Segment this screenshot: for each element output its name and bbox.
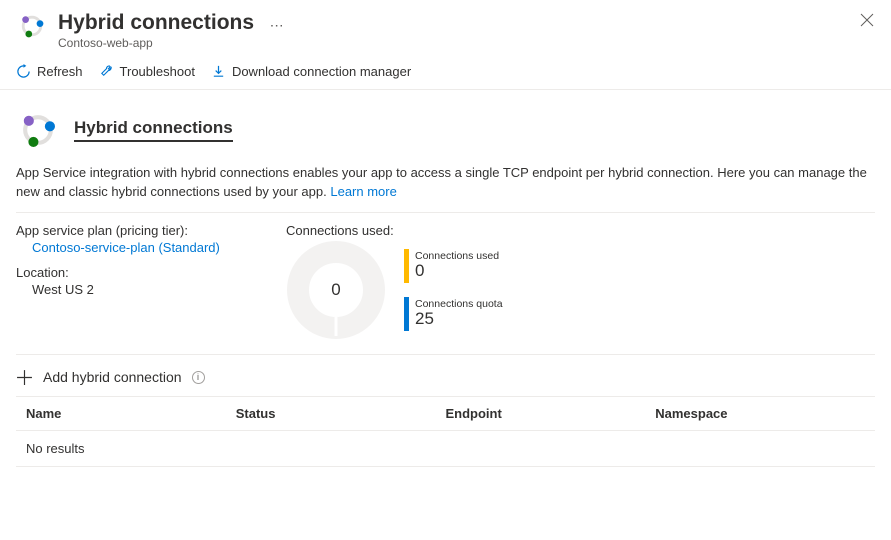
connections-table: Name Status Endpoint Namespace No result… <box>0 396 891 467</box>
refresh-button[interactable]: Refresh <box>16 64 83 79</box>
learn-more-link[interactable]: Learn more <box>330 184 396 199</box>
col-name[interactable]: Name <box>26 406 236 421</box>
plan-label: App service plan (pricing tier): <box>16 223 266 238</box>
connections-used-label: Connections used: <box>286 223 503 238</box>
download-icon <box>211 64 226 79</box>
section-description: App Service integration with hybrid conn… <box>0 160 891 212</box>
troubleshoot-button[interactable]: Troubleshoot <box>99 64 195 79</box>
close-button[interactable] <box>859 12 875 28</box>
hybrid-connections-icon <box>16 10 48 42</box>
donut-center-value: 0 <box>286 240 386 340</box>
no-results-text: No results <box>26 441 85 456</box>
connections-donut-chart: 0 <box>286 240 386 340</box>
description-text: App Service integration with hybrid conn… <box>16 165 867 199</box>
stat-quota-value: 25 <box>415 310 503 329</box>
stat-connections-used: Connections used 0 <box>404 249 503 283</box>
more-icon[interactable]: ⋯ <box>270 17 284 34</box>
section-header: Hybrid connections <box>0 90 891 160</box>
col-endpoint[interactable]: Endpoint <box>446 406 656 421</box>
plan-link[interactable]: Contoso-service-plan (Standard) <box>32 240 266 255</box>
plus-icon <box>16 369 33 386</box>
refresh-icon <box>16 64 31 79</box>
add-label: Add hybrid connection <box>43 369 182 385</box>
page-title: Hybrid connections <box>58 11 254 34</box>
stat-used-value: 0 <box>415 262 499 281</box>
section-title: Hybrid connections <box>74 118 233 142</box>
troubleshoot-label: Troubleshoot <box>120 64 195 79</box>
col-namespace[interactable]: Namespace <box>655 406 865 421</box>
stat-connections-quota: Connections quota 25 <box>404 297 503 331</box>
info-icon[interactable]: i <box>192 371 205 384</box>
refresh-label: Refresh <box>37 64 83 79</box>
col-status[interactable]: Status <box>236 406 446 421</box>
download-label: Download connection manager <box>232 64 411 79</box>
troubleshoot-icon <box>99 64 114 79</box>
location-value: West US 2 <box>32 282 266 297</box>
info-area: App service plan (pricing tier): Contoso… <box>0 213 891 354</box>
location-label: Location: <box>16 265 266 280</box>
blade-header: Hybrid connections ⋯ Contoso-web-app <box>0 0 891 56</box>
table-header: Name Status Endpoint Namespace <box>16 396 875 431</box>
stat-used-label: Connections used <box>415 251 499 263</box>
download-button[interactable]: Download connection manager <box>211 64 411 79</box>
table-empty-row: No results <box>16 431 875 467</box>
add-hybrid-connection-button[interactable]: Add hybrid connection i <box>0 355 891 396</box>
resource-subtitle: Contoso-web-app <box>58 36 875 50</box>
hybrid-connections-large-icon <box>16 108 60 152</box>
command-bar: Refresh Troubleshoot Download connection… <box>0 56 891 90</box>
